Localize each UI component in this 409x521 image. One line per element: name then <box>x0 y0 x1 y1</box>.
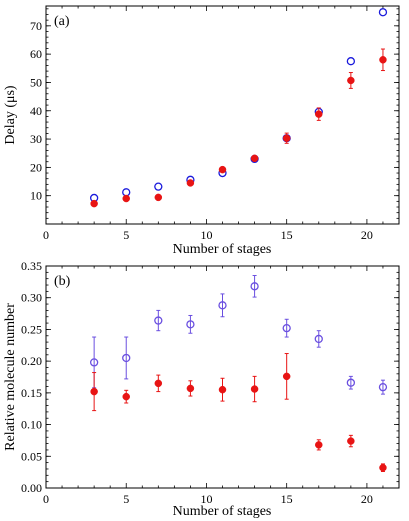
marks-a <box>89 8 388 208</box>
ticks-b: 0 5 10 15 20 0.00 0.05 0.10 0.15 0.20 0.25 0.30 0.35 <box>21 259 400 506</box>
open-point-b <box>314 334 323 344</box>
filled-point-a <box>218 165 227 174</box>
filled-point-a <box>315 110 323 118</box>
filled-point-a <box>186 179 195 187</box>
open-point-b <box>89 358 99 367</box>
open-point-b <box>346 378 356 387</box>
y-tick-label-b: 0.30 <box>21 291 42 305</box>
y-tick-label-b: 0.10 <box>21 418 42 432</box>
open-point-b <box>122 353 131 363</box>
filled-point-b <box>186 384 195 393</box>
open-point-b <box>282 324 291 333</box>
open-point-a <box>122 188 131 197</box>
x-tick-label-b: 0 <box>43 492 49 506</box>
y-tick-label-b: 0.05 <box>21 449 42 463</box>
y-tick-label-a: 50 <box>30 75 42 89</box>
x-tick-label-a: 10 <box>200 228 212 242</box>
filled-point-b <box>315 441 323 449</box>
open-point-b <box>378 382 388 392</box>
x-tick-label-b: 15 <box>281 492 293 506</box>
y-tick-label-a: 70 <box>30 19 42 33</box>
y-tick-label-b: 0.35 <box>21 259 42 273</box>
x-tick-label-a: 15 <box>281 228 293 242</box>
x-tick-label-b: 20 <box>361 492 373 506</box>
x-axis-title-a: Number of stages <box>173 242 272 257</box>
open-point-b <box>186 320 195 329</box>
filled-point-a <box>347 76 355 85</box>
chart-panel-a: (a) 0 5 10 15 20 10 20 30 40 50 60 70 Number of sta… <box>3 5 400 257</box>
y-tick-label-b: 0.20 <box>21 354 42 368</box>
panel-label-a: (a) <box>54 14 70 29</box>
y-tick-label-b: 0.25 <box>21 322 42 336</box>
x-tick-label-b: 5 <box>123 492 129 506</box>
y-tick-label-a: 40 <box>30 104 42 118</box>
chart-panel-b: (b) 0 5 10 15 20 0.00 0.05 0.10 0.15 0.20 0.25 0.30… <box>3 259 400 519</box>
y-tick-label-a: 20 <box>30 160 42 174</box>
marks-b <box>89 275 388 473</box>
filled-point-b <box>379 463 387 472</box>
x-tick-label-a: 0 <box>43 228 49 242</box>
y-axis-title-b: Relative molecule number <box>3 303 18 451</box>
y-tick-label-a: 60 <box>30 47 42 61</box>
filled-point-a <box>379 56 387 64</box>
open-point-a <box>378 8 388 17</box>
y-tick-label-a: 10 <box>30 189 42 203</box>
open-point-a <box>154 182 163 191</box>
x-tick-label-a: 20 <box>361 228 373 242</box>
y-axis-title-a: Delay (μs) <box>3 85 18 145</box>
ticks-a: 0 5 10 15 20 10 20 30 40 50 60 70 <box>30 6 400 242</box>
open-point-b <box>250 282 259 291</box>
open-point-a <box>346 57 356 66</box>
filled-point-b <box>250 385 259 393</box>
filled-point-b <box>347 437 355 445</box>
open-point-b <box>154 316 163 325</box>
y-tick-label-b: 0.15 <box>21 386 42 400</box>
y-tick-label-a: 30 <box>30 132 42 146</box>
filled-point-b <box>154 379 163 388</box>
filled-point-a <box>154 193 163 202</box>
filled-point-a <box>250 154 259 163</box>
open-point-b <box>218 301 227 310</box>
x-axis-title-b: Number of stages <box>173 504 272 519</box>
y-tick-label-b: 0.00 <box>21 481 42 495</box>
filled-point-b <box>282 372 291 381</box>
filled-point-b <box>90 387 98 396</box>
x-tick-label-a: 5 <box>123 228 129 242</box>
filled-point-b <box>122 392 130 401</box>
panel-label-b: (b) <box>54 274 71 289</box>
filled-point-a <box>122 194 130 203</box>
filled-point-b <box>218 385 227 394</box>
x-tick-label-b: 10 <box>200 492 212 506</box>
filled-point-a <box>282 134 291 142</box>
filled-point-a <box>90 199 98 208</box>
plot-frame-a <box>45 5 400 225</box>
